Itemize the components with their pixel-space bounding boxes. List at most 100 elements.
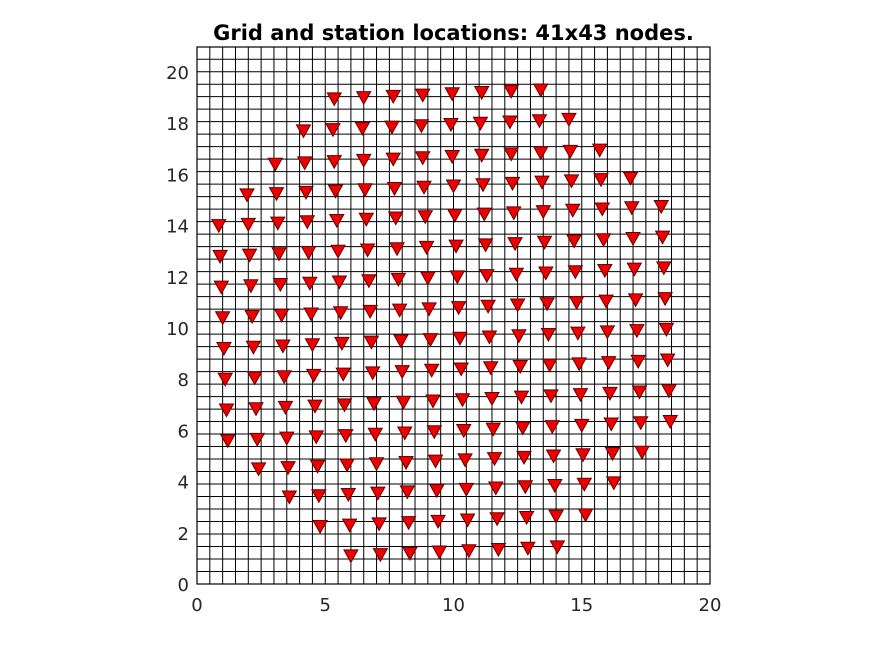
station-marker xyxy=(449,270,466,285)
station-marker xyxy=(273,308,290,323)
station-marker xyxy=(413,119,430,134)
station-marker xyxy=(507,237,523,252)
station-marker xyxy=(278,431,295,446)
station-marker xyxy=(549,540,566,555)
station-marker xyxy=(335,367,352,382)
station-marker xyxy=(477,238,494,253)
station-marker xyxy=(330,244,346,259)
station-marker xyxy=(452,331,468,346)
station-marker xyxy=(295,124,312,139)
station-marker xyxy=(541,358,558,373)
station-marker xyxy=(535,205,552,220)
station-marker xyxy=(603,417,620,432)
station-marker xyxy=(414,151,431,166)
station-marker xyxy=(395,395,412,410)
station-marker xyxy=(490,542,507,558)
station-marker xyxy=(416,180,432,195)
station-marker xyxy=(478,269,495,284)
station-marker xyxy=(354,121,371,136)
station-marker xyxy=(629,324,645,339)
station-marker xyxy=(219,434,236,449)
station-marker xyxy=(532,83,549,98)
station-marker xyxy=(655,261,672,276)
station-marker xyxy=(305,368,322,384)
station-marker xyxy=(325,123,341,138)
station-marker xyxy=(384,120,400,135)
station-marker xyxy=(363,335,380,350)
station-marker xyxy=(336,398,353,413)
y-tick-label: 2 xyxy=(178,524,189,545)
station-marker xyxy=(399,485,416,500)
station-marker xyxy=(570,326,586,341)
station-marker xyxy=(300,246,317,261)
station-marker xyxy=(503,84,520,99)
station-marker xyxy=(310,489,327,504)
station-marker xyxy=(517,480,534,495)
station-marker xyxy=(444,150,461,165)
station-marker xyxy=(577,508,594,523)
station-marker xyxy=(212,249,228,264)
station-marker xyxy=(480,299,496,314)
station-marker xyxy=(486,452,503,467)
station-marker xyxy=(218,403,235,418)
station-marker xyxy=(331,275,348,290)
station-marker xyxy=(246,371,263,386)
station-marker xyxy=(422,333,439,348)
station-marker xyxy=(239,188,255,203)
station-marker xyxy=(448,239,464,254)
station-marker xyxy=(598,294,614,309)
station-marker xyxy=(625,231,641,247)
station-marker xyxy=(367,427,384,442)
station-marker xyxy=(250,462,267,477)
station-marker xyxy=(216,342,232,357)
station-marker xyxy=(368,457,385,472)
station-marker xyxy=(634,445,650,460)
x-tick-label: 10 xyxy=(442,595,465,616)
y-tick-label: 20 xyxy=(166,63,189,84)
station-marker xyxy=(453,362,470,377)
station-marker xyxy=(481,330,498,345)
station-marker xyxy=(546,478,563,494)
station-marker xyxy=(326,92,343,107)
station-marker xyxy=(575,448,591,463)
station-marker xyxy=(534,175,550,190)
station-marker xyxy=(334,336,350,352)
y-tick-label: 6 xyxy=(178,421,189,442)
station-marker xyxy=(450,301,467,316)
station-marker xyxy=(340,487,357,503)
x-tick-labels: 0 5 10 15 20 xyxy=(191,595,721,616)
station-marker xyxy=(339,458,355,473)
station-marker xyxy=(276,370,293,385)
station-marker xyxy=(659,353,676,368)
station-marker xyxy=(632,416,649,431)
station-marker xyxy=(372,548,389,563)
y-tick-label: 8 xyxy=(178,370,189,391)
station-marker xyxy=(630,354,647,369)
station-marker xyxy=(366,397,382,412)
station-marker xyxy=(548,509,564,524)
station-marker xyxy=(591,143,608,158)
station-marker xyxy=(369,486,386,501)
station-marker xyxy=(513,390,530,405)
station-marker xyxy=(281,490,298,505)
station-marker xyxy=(487,481,504,496)
station-marker xyxy=(307,399,323,414)
station-marker xyxy=(389,242,405,257)
station-marker xyxy=(446,208,463,224)
station-marker xyxy=(418,240,435,256)
station-marker xyxy=(459,513,476,528)
station-marker xyxy=(594,202,611,217)
station-marker xyxy=(357,183,373,198)
station-marker xyxy=(210,219,227,234)
station-marker xyxy=(358,212,375,227)
station-marker xyxy=(421,302,437,317)
station-marker xyxy=(269,216,286,231)
station-marker xyxy=(454,393,471,408)
station-marker xyxy=(475,178,491,193)
station-marker xyxy=(514,421,531,436)
station-marker xyxy=(532,146,549,161)
station-marker xyxy=(539,297,555,312)
station-marker xyxy=(561,112,577,128)
station-marker xyxy=(536,235,553,250)
station-marker xyxy=(241,248,258,263)
